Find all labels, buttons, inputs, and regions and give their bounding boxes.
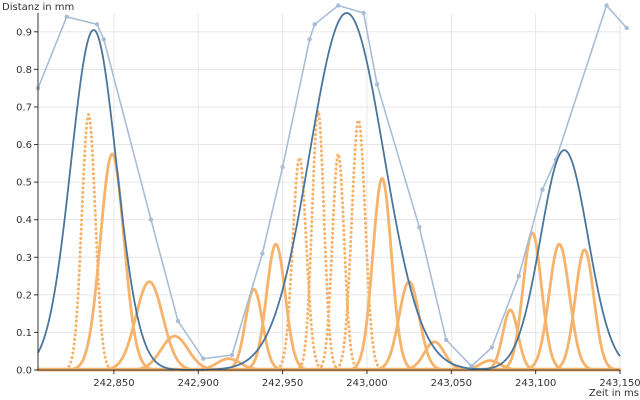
measured-point-2 — [94, 22, 100, 27]
measured-point-10 — [307, 37, 312, 42]
x-tick-label-4: 243,050 — [431, 378, 472, 389]
x-tick-label-0: 242,850 — [93, 378, 134, 389]
measured-point-4 — [148, 217, 154, 222]
x-tick-label-6: 243,150 — [599, 378, 640, 389]
measured-point-15 — [417, 225, 422, 230]
measured-point-17 — [469, 364, 474, 369]
measured-point-23 — [624, 25, 629, 31]
measured-point-5 — [175, 318, 181, 324]
y-tick-label-2: 0.2 — [16, 290, 32, 301]
measured-point-6 — [201, 356, 206, 361]
y-tick-label-0: 0.0 — [16, 366, 32, 377]
y-tick-label-9: 0.9 — [16, 27, 32, 38]
x-tick-label-1: 242,900 — [178, 378, 219, 389]
measured-point-20 — [540, 187, 545, 192]
measured-point-3 — [101, 37, 107, 42]
axes: 0.0 0.1 0.2 0.3 0.4 0.5 0.6 0.7 0.8 0.9 242,850 242… — [16, 13, 640, 389]
measured-point-1 — [64, 14, 69, 19]
y-tick-label-3: 0.3 — [16, 253, 32, 264]
measured-point-8 — [260, 251, 265, 256]
x-axis-title: Zeit in ms — [589, 388, 639, 399]
fit-curve — [37, 12, 621, 371]
x-tick-label-5: 243,100 — [515, 378, 556, 389]
y-axis-title: Distanz in mm — [2, 2, 74, 13]
y-tick-label-7: 0.7 — [16, 102, 32, 113]
measured-point-7 — [229, 352, 235, 358]
measured-point-11 — [312, 22, 317, 27]
measured-point-16 — [444, 337, 449, 343]
measured-point-9 — [280, 164, 285, 170]
fit-series — [37, 12, 621, 371]
measured-point-12 — [336, 3, 341, 8]
measured-series — [35, 3, 629, 369]
measured-point-22 — [604, 3, 609, 8]
y-tick-label-1: 0.1 — [16, 328, 32, 339]
y-tick-label-6: 0.6 — [16, 140, 32, 151]
x-tick-label-2: 242,950 — [262, 378, 303, 389]
measured-point-18 — [489, 345, 494, 350]
x-tick-label-3: 243,000 — [346, 378, 387, 389]
y-tick-label-8: 0.8 — [16, 65, 32, 76]
measured-line — [37, 3, 628, 368]
component-curve-11 — [37, 176, 621, 372]
y-tick-label-4: 0.4 — [16, 215, 32, 226]
component-curve-1 — [37, 152, 621, 372]
measured-point-13 — [361, 10, 366, 16]
measured-point-14 — [374, 82, 380, 87]
measured-point-19 — [516, 273, 521, 279]
y-tick-label-5: 0.5 — [16, 178, 32, 189]
